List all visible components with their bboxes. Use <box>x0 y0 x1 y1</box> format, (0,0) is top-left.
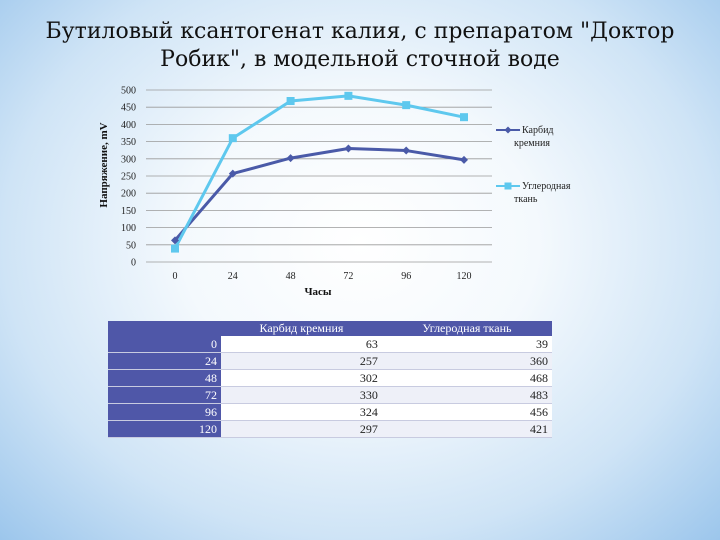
data-point-marker <box>228 169 237 178</box>
data-point-marker <box>460 113 468 122</box>
table-cell: 39 <box>381 336 552 353</box>
table-row: 120 297 421 <box>108 420 552 438</box>
data-table: Карбид кремния Углеродная ткань 0 63 39 … <box>108 321 552 438</box>
legend-marker <box>504 126 512 134</box>
table-cell: 483 <box>381 386 552 404</box>
legend-label-line: кремния <box>514 138 550 149</box>
table-cell: 257 <box>221 352 382 370</box>
data-point-marker <box>228 134 237 143</box>
data-point-marker <box>402 146 411 155</box>
y-tick-label: 150 <box>121 206 136 217</box>
y-tick-label: 200 <box>121 189 136 200</box>
table-cell: 360 <box>381 352 552 370</box>
y-tick-label: 300 <box>121 154 136 165</box>
table-header-col-2: Углеродная ткань <box>381 321 552 336</box>
grid-lines <box>146 89 492 263</box>
y-tick-label: 400 <box>121 120 136 131</box>
table-row: 72 330 483 <box>108 386 552 404</box>
table-cell: 302 <box>221 369 382 387</box>
series-line-1 <box>173 146 465 242</box>
legend-marker <box>504 182 512 190</box>
slide-title: Бутиловый ксантогенат калия, с препарато… <box>45 19 675 72</box>
table-row: 48 302 468 <box>108 369 552 387</box>
y-tick-label: 500 <box>121 86 136 97</box>
legend-label-line: Углеродная <box>522 181 571 192</box>
table-row-header: 24 <box>108 352 221 370</box>
legend-label-line: Карбид <box>522 125 554 136</box>
legend: Карбид кремния Углеродная ткань <box>496 125 571 205</box>
y-tick-label: 250 <box>121 172 136 183</box>
table-cell: 63 <box>221 336 382 353</box>
data-point-marker <box>286 154 295 163</box>
y-tick-label: 450 <box>121 103 136 114</box>
table-cell: 330 <box>221 386 382 404</box>
table-cell: 297 <box>221 420 382 438</box>
table-cell: 456 <box>381 403 552 421</box>
y-tick-label: 350 <box>121 137 136 148</box>
x-tick-label: 24 <box>228 271 238 282</box>
table-cell: 468 <box>381 369 552 387</box>
table-header-corner <box>108 321 221 336</box>
x-tick-label: 48 <box>286 271 296 282</box>
y-tick-label: 100 <box>121 223 136 234</box>
data-point-marker <box>171 236 179 245</box>
y-axis-label: Напряжение, mV <box>98 122 110 207</box>
series-lines <box>173 94 465 250</box>
data-point-marker <box>171 244 179 253</box>
table-row: 24 257 360 <box>108 352 552 370</box>
legend-label: Углеродная ткань <box>514 181 571 205</box>
table-row-header: 72 <box>108 386 221 404</box>
x-tick-label: 72 <box>343 271 353 282</box>
table-cell: 324 <box>221 403 382 421</box>
legend-label: Карбид кремния <box>514 125 554 149</box>
x-tick-labels: 0 24 48 72 96 120 <box>173 271 472 282</box>
y-tick-labels: 0 50 100 150 200 250 300 350 400 450 500 <box>121 86 136 269</box>
data-point-marker <box>402 101 411 110</box>
table-row-header: 96 <box>108 403 221 421</box>
x-tick-label: 120 <box>457 271 472 282</box>
y-tick-label: 0 <box>131 258 136 269</box>
y-tick-label: 50 <box>126 240 136 251</box>
legend-label-line: ткань <box>514 194 538 205</box>
table-row: 96 324 456 <box>108 403 552 421</box>
table-row-header: 0 <box>108 336 221 353</box>
table-row: 0 63 39 <box>108 336 552 353</box>
data-point-marker <box>286 97 295 106</box>
x-axis-label: Часы <box>304 286 331 298</box>
table-row-header: 120 <box>108 420 221 438</box>
x-tick-label: 0 <box>173 271 178 282</box>
x-tick-label: 96 <box>401 271 411 282</box>
data-point-marker <box>460 155 468 164</box>
series-markers <box>171 91 468 253</box>
table-header-row: Карбид кремния Углеродная ткань <box>108 321 552 336</box>
series-line-2 <box>173 94 465 250</box>
table-row-header: 48 <box>108 369 221 387</box>
table-header-col-1: Карбид кремния <box>221 321 382 336</box>
data-point-marker <box>344 144 353 153</box>
data-point-marker <box>344 91 353 100</box>
table-cell: 421 <box>381 420 552 438</box>
